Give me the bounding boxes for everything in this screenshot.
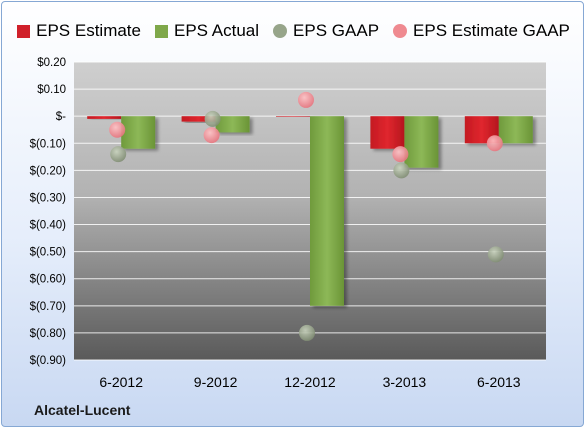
eps-gaap-marker xyxy=(204,110,221,127)
y-tick-label: $- xyxy=(56,111,66,123)
x-tick-label: 6-2013 xyxy=(477,374,521,390)
y-tick-label: $(0.70) xyxy=(30,301,67,313)
eps-estimate-bar xyxy=(87,116,122,119)
eps-actual-bar xyxy=(404,116,439,168)
y-tick-label: $(0.10) xyxy=(30,138,67,150)
eps-estimate-bar xyxy=(276,116,310,117)
eps-gaap-marker xyxy=(393,162,410,179)
eps-gaap-marker xyxy=(299,324,315,341)
eps-actual-bar xyxy=(310,116,344,306)
legend-item-eps-gaap: EPS GAAP xyxy=(273,21,379,41)
legend-item-eps-estimate-gaap: EPS Estimate GAAP xyxy=(393,21,570,41)
y-tick-label: $(0.20) xyxy=(30,165,67,177)
legend-item-eps-estimate: EPS Estimate xyxy=(17,21,141,41)
x-tick-label: 12-2012 xyxy=(284,374,336,390)
eps-estimate-gaap-marker xyxy=(109,121,126,138)
eps-actual-bar xyxy=(121,116,156,149)
legend-swatch-eps-actual xyxy=(154,24,168,38)
legend: EPS Estimate EPS Actual EPS GAAP EPS Est… xyxy=(2,18,583,44)
y-tick-label: $(0.90) xyxy=(30,355,67,367)
y-tick-label: $(0.50) xyxy=(30,247,67,259)
eps-estimate-gaap-marker xyxy=(203,127,220,144)
eps-estimate-gaap-marker xyxy=(486,135,503,152)
eps-gaap-marker xyxy=(487,246,504,263)
legend-label-eps-estimate-gaap: EPS Estimate GAAP xyxy=(413,21,570,40)
eps-estimate-bar xyxy=(181,116,216,122)
legend-item-eps-actual: EPS Actual xyxy=(154,21,260,41)
legend-label-eps-actual: EPS Actual xyxy=(173,21,260,40)
eps-actual-bar xyxy=(498,116,533,144)
legend-swatch-eps-gaap xyxy=(273,24,288,38)
eps-actual-bar xyxy=(215,116,250,133)
eps-estimate-gaap-marker xyxy=(298,91,314,108)
legend-swatch-eps-estimate xyxy=(17,24,31,38)
eps-estimate-bar xyxy=(370,116,405,149)
legend-label-eps-estimate: EPS Estimate xyxy=(36,21,141,40)
x-tick-label: 6-2012 xyxy=(99,374,143,390)
x-tick-label: 9-2012 xyxy=(194,374,238,390)
eps-gaap-marker xyxy=(110,146,127,163)
y-tick-label: $(0.40) xyxy=(30,220,67,232)
x-tick-label: 3-2013 xyxy=(383,374,427,390)
y-tick-label: $0.20 xyxy=(37,57,66,69)
y-tick-label: $(0.80) xyxy=(30,328,67,340)
legend-label-eps-gaap: EPS GAAP xyxy=(293,21,380,40)
y-tick-label: $(0.30) xyxy=(30,192,67,204)
y-tick-label: $0.10 xyxy=(37,84,66,96)
eps-estimate-gaap-marker xyxy=(392,146,409,163)
company-name: Alcatel-Lucent xyxy=(34,402,131,418)
y-tick-label: $(0.60) xyxy=(30,274,67,286)
legend-swatch-eps-estimate-gaap xyxy=(393,24,408,38)
